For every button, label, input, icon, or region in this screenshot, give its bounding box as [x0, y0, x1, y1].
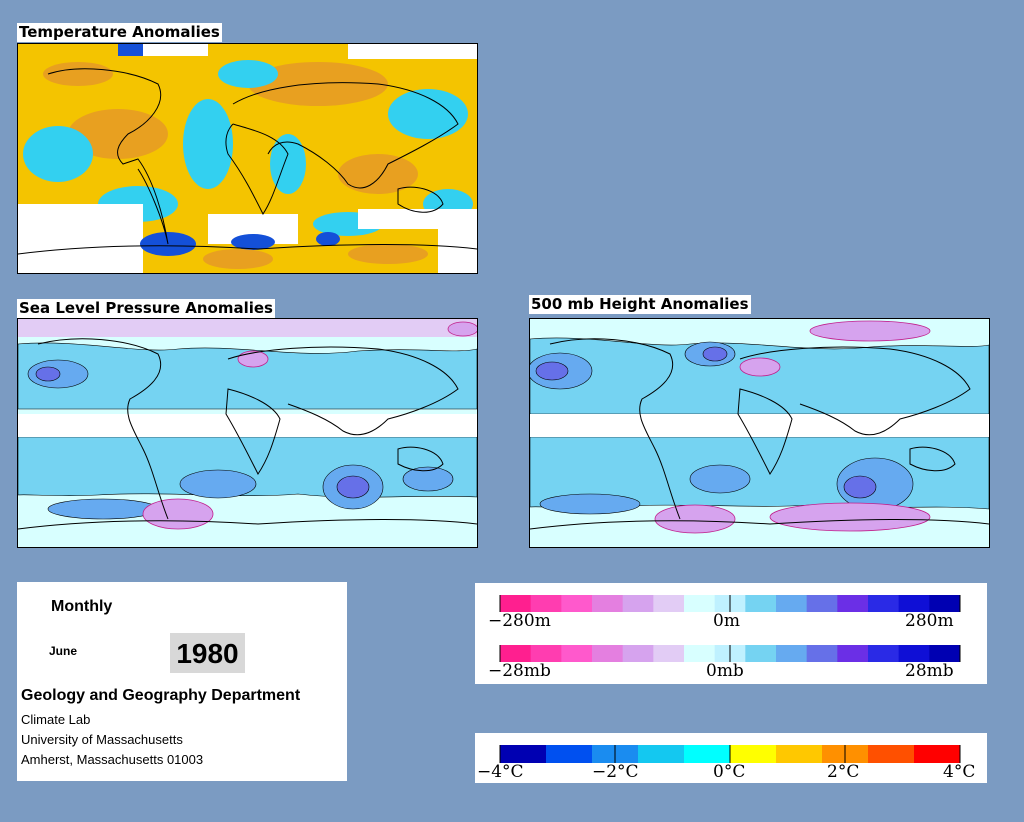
- height-scale-swatch: [592, 595, 624, 612]
- temperature-color-scale: [499, 745, 961, 763]
- pressure-scale-swatch: [530, 645, 562, 662]
- height-scale-swatch: [684, 595, 716, 612]
- pressure-label-max: 28mb: [905, 661, 954, 681]
- address-label: Amherst, Massachusetts 01003: [21, 752, 204, 767]
- temp-scale-swatch: [776, 745, 823, 763]
- pressure-scale-swatch: [622, 645, 654, 662]
- height-map-title: 500 mb Height Anomalies: [529, 295, 751, 314]
- temp-label-minus2: −2°C: [592, 762, 639, 782]
- height-label-zero: 0m: [713, 611, 740, 631]
- height-scale-swatch: [561, 595, 593, 612]
- height-scale-swatch: [868, 595, 900, 612]
- sea-level-pressure-map: [17, 318, 478, 548]
- pressure-scale-swatch: [592, 645, 624, 662]
- temperature-map-title: Temperature Anomalies: [17, 23, 222, 42]
- height-label-min: −280m: [488, 611, 551, 631]
- slp-map-title: Sea Level Pressure Anomalies: [17, 299, 275, 318]
- department-label: Geology and Geography Department: [21, 687, 301, 704]
- lab-label: Climate Lab: [21, 712, 91, 727]
- height-scale-swatch: [837, 595, 869, 612]
- height-scale-swatch: [806, 595, 838, 612]
- month-label: June: [49, 644, 78, 658]
- pressure-scale-swatch: [929, 645, 961, 662]
- year-label: 1980: [170, 633, 245, 673]
- height-scale-swatch: [530, 595, 562, 612]
- university-label: University of Massachusetts: [21, 732, 183, 747]
- temp-scale-swatch: [868, 745, 915, 763]
- temp-scale-swatch: [730, 745, 777, 763]
- pressure-scale-swatch: [684, 645, 716, 662]
- pressure-label-min: −28mb: [488, 661, 551, 681]
- temp-label-plus2: 2°C: [827, 762, 860, 782]
- temp-label-minus4: −4°C: [477, 762, 524, 782]
- height-scale-swatch: [898, 595, 930, 612]
- temp-scale-swatch: [914, 745, 961, 763]
- height-scale-swatch: [653, 595, 685, 612]
- temp-scale-swatch: [546, 745, 593, 763]
- pressure-scale-swatch: [898, 645, 930, 662]
- temp-label-zero: 0°C: [713, 762, 746, 782]
- height-scale-swatch: [776, 595, 808, 612]
- pressure-scale-swatch: [745, 645, 777, 662]
- pressure-scale-swatch: [561, 645, 593, 662]
- temperature-legend: −4°C −2°C 0°C 2°C 4°C: [475, 733, 987, 783]
- height-pressure-legend: −280m 0m 280m −28mb 0mb 28mb: [475, 583, 987, 684]
- pressure-scale-swatch: [806, 645, 838, 662]
- pressure-scale-swatch: [653, 645, 685, 662]
- height-scale-swatch: [929, 595, 961, 612]
- temperature-anomaly-map: [17, 43, 478, 274]
- 500mb-height-map: [529, 318, 990, 548]
- height-label-max: 280m: [905, 611, 954, 631]
- info-panel: Monthly June 1980 Geology and Geography …: [17, 582, 347, 781]
- temp-scale-swatch: [500, 745, 547, 763]
- temp-scale-swatch: [684, 745, 731, 763]
- pressure-scale-swatch: [500, 645, 532, 662]
- height-scale-swatch: [745, 595, 777, 612]
- temp-scale-swatch: [638, 745, 685, 763]
- temp-label-plus4: 4°C: [943, 762, 976, 782]
- period-label: Monthly: [51, 598, 113, 615]
- height-scale-swatch: [622, 595, 654, 612]
- pressure-scale-swatch: [868, 645, 900, 662]
- pressure-label-zero: 0mb: [706, 661, 744, 681]
- pressure-scale-swatch: [837, 645, 869, 662]
- height-scale-swatch: [500, 595, 532, 612]
- height-color-scale: [499, 595, 961, 662]
- pressure-scale-swatch: [776, 645, 808, 662]
